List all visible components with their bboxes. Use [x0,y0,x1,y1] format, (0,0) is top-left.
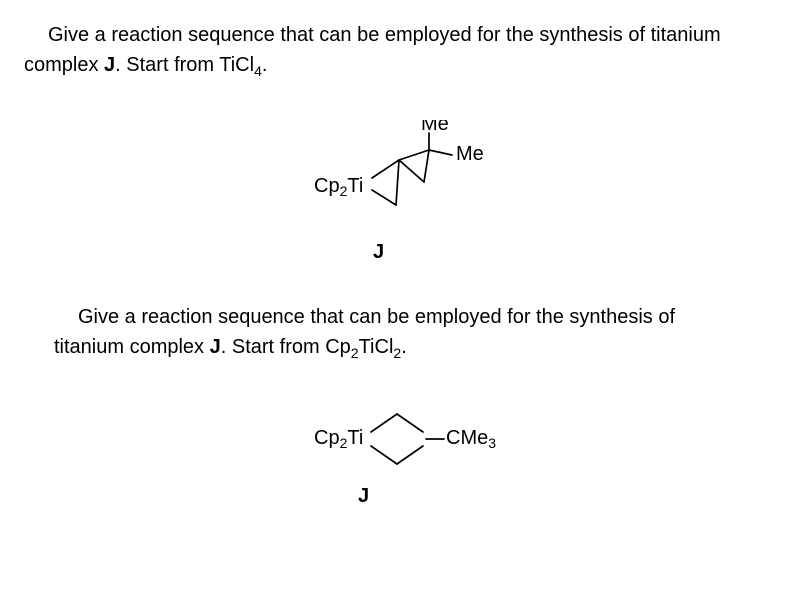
figure-1-svg-wrap: Cp2TiMeMe J [284,120,504,264]
question-2-block: Give a reaction sequence that can be emp… [24,302,763,508]
svg-text:Cp2Ti: Cp2Ti [314,427,363,451]
figure-2-diagram: Cp2Ti CMe3 [274,404,514,474]
svg-text:Cp2Ti: Cp2Ti [314,175,363,199]
q1-end: . [262,54,268,76]
figure-1: Cp2Ti Me Me J [24,120,763,264]
figure-1-label: J [254,241,504,264]
q2-sub1: 2 [351,345,359,361]
svg-text:Me: Me [421,120,449,135]
question-1-text: Give a reaction sequence that can be emp… [24,20,763,82]
svg-text:CMe3: CMe3 [446,427,496,451]
figure-2-label: J [214,485,514,508]
q2-post: . Start from Cp [221,336,351,358]
figure-1-diagram: Cp2Ti Me Me [284,120,504,230]
figure-2: Cp2Ti CMe3 J [24,404,763,508]
q1-post: . Start from TiCl [115,54,254,76]
q2-mid: TiCl [359,336,394,358]
q1-bold: J [104,54,115,76]
question-1-block: Give a reaction sequence that can be emp… [24,20,763,264]
svg-text:Me: Me [456,143,484,165]
q2-bold: J [210,336,221,358]
q2-end: . [401,336,407,358]
question-2-text: Give a reaction sequence that can be emp… [24,302,763,364]
figure-2-svg-wrap: Cp2TiCMe3 J [274,404,514,508]
q1-sub: 4 [254,63,262,79]
